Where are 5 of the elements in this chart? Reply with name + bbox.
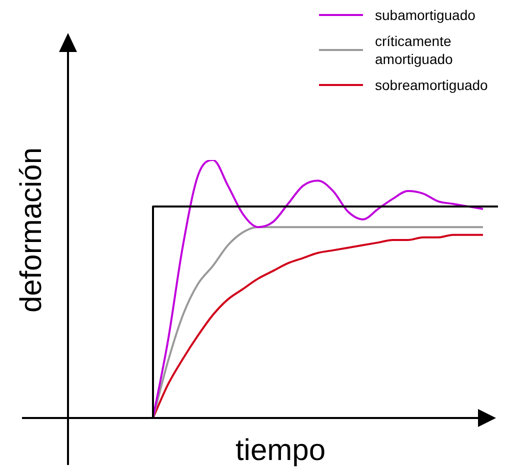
legend-label: subamortiguado bbox=[375, 6, 476, 24]
x-axis-title: tiempo bbox=[234, 434, 327, 468]
legend-label: sobreamortiguado bbox=[375, 76, 489, 94]
legend-label: críticamente amortiguado bbox=[375, 32, 454, 68]
y-axis-title: deformación bbox=[15, 147, 49, 313]
